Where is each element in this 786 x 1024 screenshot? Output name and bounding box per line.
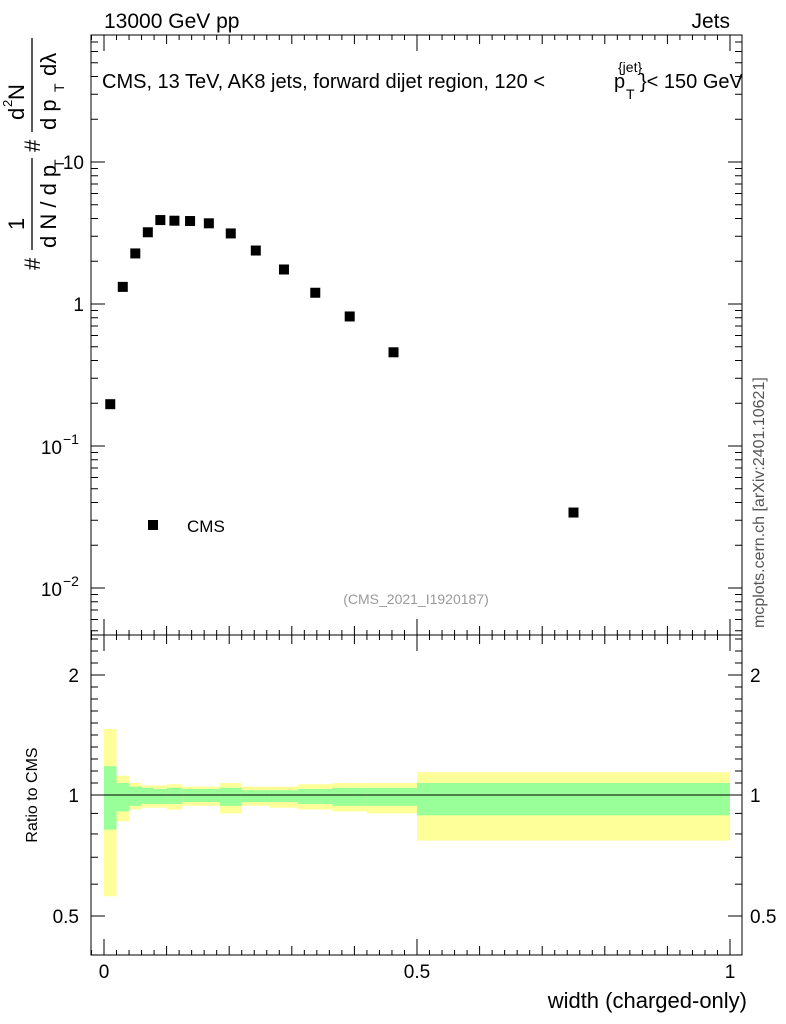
data-point-11 bbox=[310, 287, 321, 298]
data-point-4 bbox=[155, 215, 166, 226]
ylabel-denom: d N / d p bbox=[36, 165, 61, 248]
ratio-band-inner-1 bbox=[116, 783, 130, 812]
y-axis-label-main: # 1 d N / d p T # d 2 N d p T dλ bbox=[0, 38, 67, 270]
ylabel-den2-tail: dλ bbox=[36, 53, 61, 76]
header-left-label: 13000 GeV pp bbox=[104, 10, 239, 33]
data-point-0 bbox=[105, 399, 116, 410]
y-tick-exp-0.01: −2 bbox=[63, 573, 79, 589]
ratio-bands bbox=[104, 729, 730, 897]
ratio-tick-label-0.5-right: 0.5 bbox=[750, 907, 776, 928]
data-point-2 bbox=[130, 248, 141, 259]
ratio-band-inner-3 bbox=[141, 787, 155, 804]
ratio-band-inner-0 bbox=[104, 766, 117, 830]
ratio-band-inner-12 bbox=[332, 787, 367, 806]
plot-title-pt: p bbox=[614, 71, 625, 93]
analysis-id: (CMS_2021_I1920187) bbox=[343, 591, 489, 607]
legend-marker bbox=[148, 520, 158, 530]
ylabel-num-n: N bbox=[4, 84, 29, 100]
y-tick-label-0.01: 10 bbox=[41, 580, 62, 601]
x-tick-label-0.5: 0.5 bbox=[404, 962, 430, 983]
ratio-tick-label-2-right: 2 bbox=[750, 666, 761, 687]
plot-title-main: CMS, 13 TeV, AK8 jets, forward dijet reg… bbox=[102, 71, 545, 93]
plot-title: CMS, 13 TeV, AK8 jets, forward dijet reg… bbox=[102, 59, 744, 102]
ratio-tick-label-0.5-left: 0.5 bbox=[53, 907, 79, 928]
x-axis-label: width (charged-only) bbox=[547, 988, 747, 1013]
data-point-1 bbox=[117, 281, 128, 292]
plot-title-pt-sup: {jet} bbox=[618, 59, 642, 75]
ylabel-hash2: # bbox=[20, 139, 45, 152]
ratio-band-inner-10 bbox=[269, 790, 299, 803]
ratio-band-inner-9 bbox=[241, 790, 270, 803]
data-point-8 bbox=[225, 228, 236, 239]
y-axis-label-ratio: Ratio to CMS bbox=[24, 747, 41, 842]
data-point-5 bbox=[169, 215, 180, 226]
plot-title-tail: }< 150 GeV bbox=[640, 71, 744, 93]
x-tick-label-1: 1 bbox=[725, 962, 736, 983]
ratio-band-inner-6 bbox=[182, 789, 198, 803]
ratio-tick-label-2-left: 2 bbox=[68, 666, 79, 687]
main-x-ticks bbox=[90, 35, 731, 635]
ratio-band-inner-4 bbox=[154, 789, 167, 804]
ratio-band-inner-7 bbox=[197, 789, 220, 803]
y-tick-label-1: 1 bbox=[73, 295, 84, 316]
main-y-ticks bbox=[91, 41, 742, 632]
data-point-7 bbox=[203, 218, 214, 229]
header-right-label: Jets bbox=[691, 10, 730, 33]
data-point-13 bbox=[388, 347, 399, 358]
main-plot-frame bbox=[90, 34, 743, 636]
data-point-10 bbox=[278, 264, 289, 275]
ylabel-den2-sub: T bbox=[51, 83, 67, 92]
ratio-x-ticks bbox=[90, 635, 731, 955]
x-tick-label-0: 0 bbox=[99, 962, 110, 983]
ylabel-hash1: # bbox=[20, 257, 45, 270]
data-point-14 bbox=[568, 507, 579, 518]
ratio-band-inner-8 bbox=[219, 787, 242, 806]
plot-title-pt-sub: T bbox=[626, 86, 635, 102]
ratio-band-inner-14 bbox=[417, 783, 730, 816]
data-point-9 bbox=[250, 245, 261, 256]
ratio-tick-label-1-left: 1 bbox=[68, 786, 79, 807]
ratio-band-inner-5 bbox=[166, 787, 183, 804]
ylabel-den2: d p bbox=[36, 99, 61, 130]
data-point-6 bbox=[185, 216, 196, 227]
ylabel-num-sup: 2 bbox=[0, 100, 15, 107]
ratio-band-inner-13 bbox=[366, 787, 417, 806]
data-point-3 bbox=[142, 227, 153, 238]
ratio-band-inner-11 bbox=[298, 789, 333, 804]
legend-label: CMS bbox=[187, 517, 225, 536]
ylabel-denom-sub: T bbox=[51, 159, 67, 168]
y-tick-exp-0.1: −1 bbox=[63, 431, 79, 447]
ratio-y-ticks bbox=[91, 638, 742, 956]
side-watermark: mcplots.cern.ch [arXiv:2401.10621] bbox=[751, 377, 768, 628]
y-tick-label-10: 10 bbox=[63, 153, 84, 174]
data-points bbox=[105, 215, 579, 518]
ratio-tick-label-1-right: 1 bbox=[750, 786, 761, 807]
ratio-band-inner-2 bbox=[129, 786, 142, 806]
y-tick-label-0.1: 10 bbox=[41, 438, 62, 459]
ylabel-one: 1 bbox=[4, 218, 29, 230]
ylabel-num: d bbox=[4, 108, 29, 120]
data-point-12 bbox=[344, 311, 355, 322]
